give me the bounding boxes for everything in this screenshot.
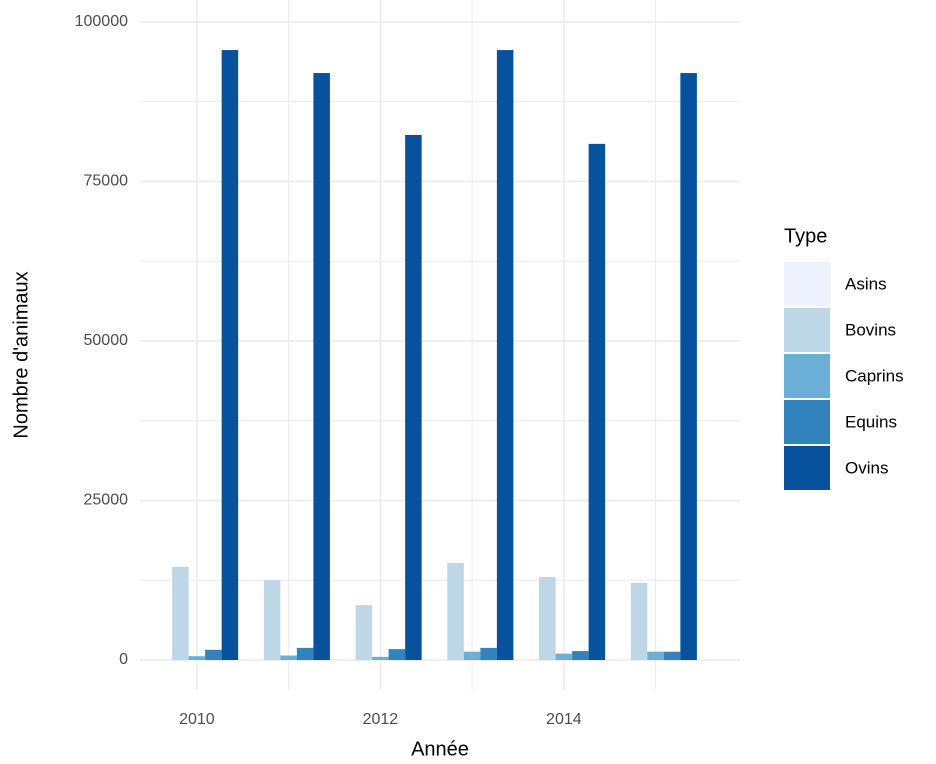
bar [522, 659, 540, 661]
y-tick-label: 0 [119, 651, 128, 668]
bar [447, 563, 464, 661]
bar [313, 73, 330, 661]
x-tick-label: 2010 [179, 711, 215, 728]
legend-key [784, 354, 830, 398]
bar [430, 659, 448, 661]
bar [205, 649, 222, 661]
bar [463, 651, 481, 661]
bar [155, 659, 173, 661]
bar [647, 651, 664, 661]
bar [280, 655, 297, 661]
bar [555, 653, 573, 661]
bar [572, 651, 589, 661]
y-tick-label: 50000 [84, 332, 129, 349]
bar [496, 50, 514, 661]
legend-label: Equins [845, 412, 897, 431]
bar [388, 649, 406, 661]
bar [663, 651, 681, 661]
legend-label: Caprins [845, 366, 904, 385]
legend-key [784, 262, 830, 306]
bar [221, 50, 239, 661]
bar [539, 577, 556, 661]
bar [296, 647, 314, 661]
bar [480, 647, 497, 661]
x-tick-label: 2014 [546, 711, 582, 728]
x-tick-label: 2012 [363, 711, 399, 728]
bars [155, 50, 697, 661]
bar [372, 656, 389, 661]
bar [614, 659, 631, 661]
grid [140, 0, 740, 690]
legend-label: Bovins [845, 320, 896, 339]
bar [588, 143, 606, 661]
bar [355, 605, 373, 661]
legend-label: Ovins [845, 458, 888, 477]
bar [247, 659, 264, 661]
y-tick-label: 75000 [84, 173, 129, 190]
legend-key [784, 308, 830, 352]
legend-title: Type [784, 225, 827, 247]
bar [172, 566, 189, 661]
legend-label: Asins [845, 274, 887, 293]
y-axis-title: Nombre d'animaux [10, 271, 32, 438]
bar [263, 580, 281, 661]
bar [339, 659, 356, 661]
legend-key [784, 446, 830, 490]
bar [405, 134, 422, 661]
legend-key [784, 400, 830, 444]
y-tick-label: 100000 [75, 13, 128, 30]
bar [680, 73, 697, 661]
bar [188, 656, 206, 661]
bar [630, 582, 648, 661]
x-axis-title: Année [411, 738, 469, 760]
y-tick-label: 25000 [84, 492, 129, 509]
